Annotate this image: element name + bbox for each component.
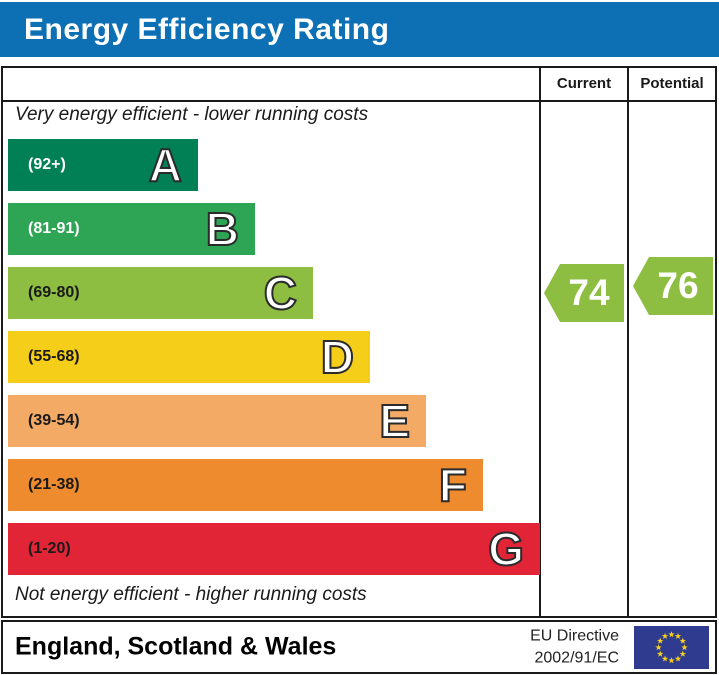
current-column-divider — [539, 68, 541, 616]
current-rating-arrow: 74 — [544, 264, 624, 322]
band-e: (39-54) E — [8, 394, 426, 448]
top-note: Very energy efficient - lower running co… — [15, 104, 369, 125]
band-letter: A — [148, 138, 183, 192]
region-label: England, Scotland & Wales — [15, 632, 337, 661]
band-letter: D — [320, 330, 355, 384]
band-range-label: (81-91) — [28, 220, 80, 237]
eu-directive-line2: 2002/91/EC — [534, 649, 619, 666]
title-bar: Energy Efficiency Rating — [0, 2, 719, 57]
band-letter: E — [378, 394, 411, 448]
potential-column-divider — [627, 68, 629, 616]
current-column-header: Current — [556, 75, 612, 92]
band-b: (81-91) B — [8, 202, 255, 256]
band-letter: G — [487, 522, 525, 576]
band-a: (92+) A — [8, 138, 198, 192]
band-range-label: (39-54) — [28, 412, 80, 429]
eu-flag-icon — [634, 626, 709, 669]
band-range-label: (69-80) — [28, 284, 80, 301]
rating-chart: Current Potential Very energy efficient … — [1, 66, 717, 618]
band-f: (21-38) F — [8, 458, 483, 512]
potential-rating-arrow: 76 — [633, 257, 713, 315]
band-c: (69-80) C — [8, 266, 313, 320]
eu-directive-label: EU Directive 2002/91/EC — [530, 625, 619, 668]
band-letter: B — [205, 202, 240, 256]
page-title: Energy Efficiency Rating — [24, 12, 390, 46]
band-range-label: (92+) — [28, 156, 66, 173]
current-rating-value: 74 — [568, 272, 610, 313]
potential-rating-value: 76 — [657, 265, 699, 306]
band-range-label: (21-38) — [28, 476, 80, 493]
band-letter: F — [438, 458, 468, 512]
potential-column-header: Potential — [640, 75, 704, 92]
band-letter: C — [263, 266, 298, 320]
band-range-label: (1-20) — [28, 540, 71, 557]
eu-directive-line1: EU Directive — [530, 627, 619, 645]
column-header-row — [3, 68, 715, 102]
band-d: (55-68) D — [8, 330, 370, 384]
bottom-note: Not energy efficient - higher running co… — [15, 584, 367, 605]
band-g: (1-20) G — [8, 522, 540, 576]
band-range-label: (55-68) — [28, 348, 80, 365]
footer: England, Scotland & Wales EU Directive 2… — [1, 620, 717, 674]
